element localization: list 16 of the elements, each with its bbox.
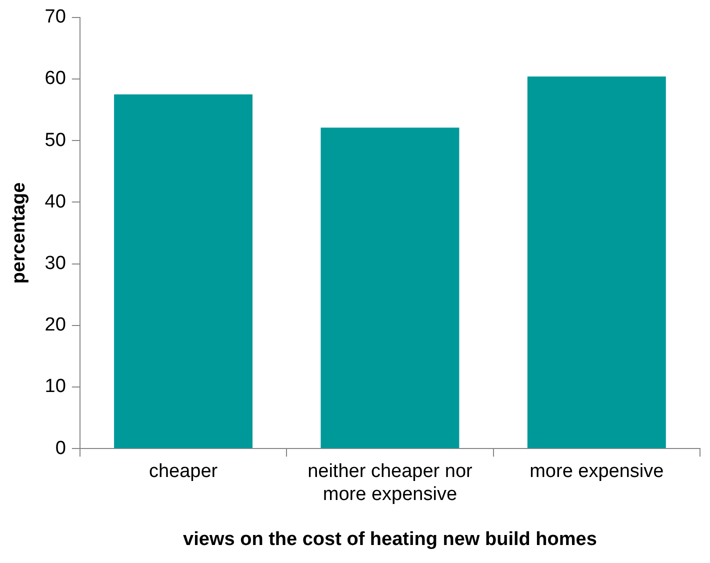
x-axis-title: views on the cost of heating new build homes [183,528,597,550]
y-tick-label: 30 [44,253,66,274]
y-axis-title: percentage [8,182,30,284]
bar [114,94,253,448]
x-tick-label: more expensive [530,461,664,482]
y-tick-label: 60 [44,68,66,90]
y-tick-label: 20 [44,314,66,336]
y-tick-label: 10 [44,376,66,398]
y-tick-label: 0 [55,438,66,459]
x-tick-label: neither cheaper nor more expensive [308,461,474,506]
x-tick-label: cheaper [148,461,218,482]
y-tick-label: 40 [44,191,66,212]
bar [527,76,666,448]
bar [320,128,460,448]
y-tick-label: 50 [44,130,66,151]
y-tick-label: 70 [44,6,66,28]
